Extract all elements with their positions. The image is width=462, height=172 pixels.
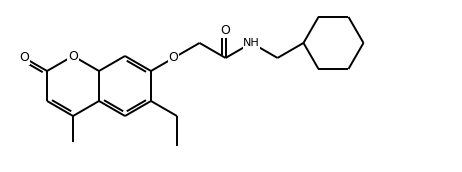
Text: O: O [68, 50, 78, 62]
Text: O: O [169, 51, 178, 64]
Text: O: O [19, 51, 30, 64]
Text: NH: NH [243, 38, 260, 48]
Text: O: O [221, 24, 231, 37]
